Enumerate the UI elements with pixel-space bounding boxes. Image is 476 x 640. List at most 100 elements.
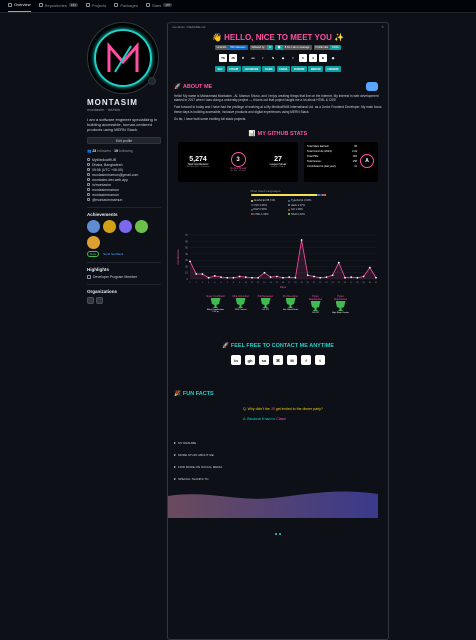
social-badge-fiverrr[interactable]: FIVERRR — [291, 66, 307, 72]
followers-count[interactable]: 23 — [92, 149, 97, 153]
location-row: Dhaka, Bangladesh — [87, 162, 161, 167]
social-badge-figma[interactable]: FIGMA — [262, 66, 276, 72]
contact-icon[interactable]: t — [315, 355, 325, 366]
total-contributions: 5,274 Total Contributions 30 Nov 2017 - … — [187, 156, 209, 169]
following-count[interactable]: 19 — [114, 149, 119, 153]
y-tick-label: 30 — [185, 258, 188, 262]
avatar[interactable] — [87, 22, 159, 94]
streak-card: 5,274 Total Contributions 30 Nov 2017 - … — [178, 142, 298, 183]
longest-streak: 27 Longest Streak Jan 11 - Feb 5 — [269, 156, 287, 169]
org-avatar[interactable] — [87, 297, 94, 304]
current-streak: 3 Current Streak 30 Jan - 01 Jan — [220, 152, 256, 172]
details-thanks[interactable]: SPECIAL THANKS TO — [174, 473, 388, 485]
details-social[interactable]: FIND MORE ON SOCIAL MEDIA — [174, 461, 388, 473]
trophy-icon — [260, 298, 271, 309]
pencil-icon[interactable]: ✎ — [381, 25, 384, 29]
social-badge-medium[interactable]: MEDIUM — [308, 66, 324, 72]
social-row[interactable]: montasimmamun — [87, 187, 161, 192]
about-paragraph: Fast forward to today and I have had the… — [174, 105, 382, 114]
social-row[interactable]: in/montasim — [87, 182, 161, 187]
achievement-badge[interactable] — [103, 220, 116, 233]
contact-icon[interactable]: ⌘ — [273, 355, 283, 366]
social-badge-canva[interactable]: CANVA — [276, 66, 290, 72]
send-feedback-link[interactable]: Send feedback — [103, 252, 124, 256]
collapsible-sections: MY RESUME MORE STUFF ABOUT ME FIND MORE … — [168, 437, 388, 485]
star-icon — [87, 275, 91, 279]
details-resume[interactable]: MY RESUME — [174, 437, 388, 449]
x-tick-label: 4 — [208, 282, 210, 284]
dot — [275, 533, 277, 536]
status-emoji-button[interactable] — [148, 77, 156, 85]
contact-icon[interactable]: gh — [245, 355, 255, 366]
data-point — [319, 276, 322, 279]
package-icon — [114, 3, 119, 7]
shield-badge[interactable]: followed by 42 — [249, 45, 274, 50]
contact-icon[interactable]: f — [301, 355, 311, 366]
sparkle-icon: ✨ — [331, 33, 345, 42]
contact-heading: 🚀 FEEL FREE TO CONTACT ME ANYTIME — [222, 343, 334, 350]
x-tick-label: 29 — [362, 282, 365, 284]
contact-icon[interactable]: in — [231, 355, 241, 366]
x-tick-label: 17 — [288, 282, 291, 284]
x-tick-label: 8 — [233, 282, 235, 284]
y-tick-label: 20 — [185, 264, 188, 268]
tech-icon: JS — [229, 54, 237, 62]
data-point — [362, 275, 365, 278]
joke-question: Q. Why didn't the JS get invited to the … — [243, 407, 323, 412]
location-icon — [87, 163, 90, 166]
people-icon: 👥 — [87, 149, 93, 153]
tab-stars[interactable]: Stars 187 — [145, 1, 173, 12]
trophy-icon — [285, 298, 296, 309]
trophy: Ultra Committer 1204 Commit — [232, 295, 249, 312]
time-row: 09:56 (UTC +06:00) — [87, 167, 161, 172]
edit-profile-button[interactable]: Edit profile — [87, 137, 161, 144]
org-avatar[interactable] — [96, 297, 103, 304]
achievement-badge[interactable] — [87, 236, 100, 249]
data-point — [220, 276, 222, 279]
beta-pill: Beta — [87, 251, 100, 257]
trophy: Pro Developer Has Github Enter — [282, 295, 299, 312]
social-badge-hashnode[interactable]: HASHNODE — [242, 66, 261, 72]
language-segment — [323, 194, 326, 197]
language-bar — [250, 194, 326, 197]
language-dot — [288, 213, 290, 216]
language-segment — [250, 194, 318, 197]
language-dot — [250, 204, 253, 207]
profile-bio: I am a software engineer specializing in… — [87, 117, 158, 132]
social-row[interactable]: montasimmamun — [87, 192, 161, 197]
footer-dots — [168, 533, 388, 536]
mail-icon — [87, 173, 90, 176]
contact-icon[interactable]: so — [259, 355, 269, 366]
achievement-badge[interactable] — [135, 220, 148, 233]
email-row[interactable]: montasimmamun@gmail.com — [87, 172, 161, 177]
achievement-badge[interactable] — [87, 220, 100, 233]
website-row[interactable]: montasim-dev.web.app — [87, 177, 161, 182]
facebook-icon — [87, 193, 90, 196]
data-point — [288, 276, 291, 279]
social-badge-github[interactable]: GITHUB — [226, 66, 241, 72]
tab-projects[interactable]: Projects — [85, 1, 106, 12]
achievements-heading[interactable]: Achievements — [87, 207, 161, 217]
social-badge-linkedin[interactable]: LINKEDIN — [324, 66, 341, 72]
social-badge-dev[interactable]: DEV — [215, 66, 226, 72]
data-point — [325, 276, 328, 279]
tab-packages[interactable]: Packages — [114, 1, 138, 12]
shield-badge[interactable]: Profile Hits 1000+ — [313, 45, 342, 50]
contact-icon[interactable]: M — [287, 355, 297, 366]
shield-badge[interactable]: 🕑 8 hrs / wk on average — [275, 45, 312, 50]
x-tick-label: 24 — [331, 282, 334, 284]
trophies: Super Contributor Many Contributions 1.2K… — [168, 295, 388, 317]
data-point — [189, 260, 191, 263]
tab-repositories[interactable]: Repositories 164 — [38, 1, 78, 12]
x-tick-label: 21 — [313, 282, 316, 284]
x-tick-label: 23 — [325, 282, 328, 284]
tab-overview[interactable]: Overview — [8, 1, 31, 12]
social-row[interactable]: @montasimmamun — [87, 197, 161, 202]
language-item: Hack 1.27% — [288, 204, 326, 207]
details-more-about[interactable]: MORE STUFF ABOUT ME — [174, 449, 388, 461]
readme-title: 👋 HELLO, NICE TO MEET YOU ✨ — [211, 33, 345, 42]
achievement-badge[interactable] — [119, 220, 132, 233]
shield-badge[interactable]: Linkedin 500 followers — [214, 45, 248, 50]
readme-path[interactable]: montasim / README.md — [172, 25, 206, 29]
data-point — [263, 271, 266, 274]
